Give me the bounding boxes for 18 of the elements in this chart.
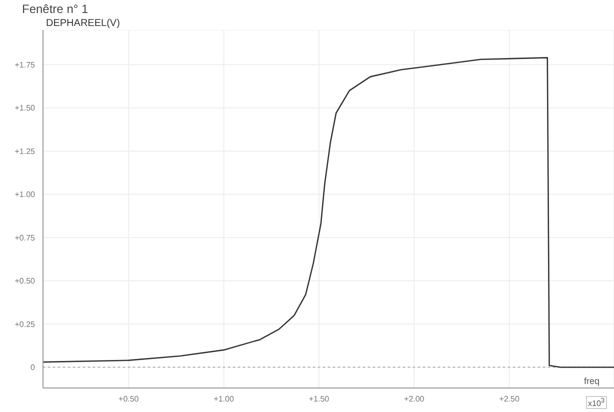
y-tick-label: +1.00	[14, 190, 36, 200]
y-tick-label: 0	[30, 363, 36, 372]
y-tick-label: +0.50	[14, 276, 36, 286]
y-tick-label: +0.75	[14, 233, 36, 242]
y-tick-label: +1.75	[14, 60, 36, 70]
line-series	[43, 57, 614, 368]
y-tick-label: +1.25	[14, 146, 36, 156]
x-tick-label: +2.50	[499, 394, 520, 404]
y-tick-label: +0.25	[14, 320, 36, 329]
x-axis-title: freq	[584, 376, 600, 386]
text: x10$^{3}$	[588, 397, 605, 408]
x-tick-label: +0.50	[118, 394, 140, 404]
x-tick-label: +2.00	[404, 394, 425, 404]
x-tick-label: +1.50	[308, 394, 330, 404]
y-axis-title: DEPHAREEL(V)	[46, 18, 120, 29]
x-tick-label: +1.00	[214, 394, 234, 404]
y-tick-label: +1.50	[14, 104, 36, 113]
chart-title: Fenêtre n° 1	[22, 2, 88, 16]
